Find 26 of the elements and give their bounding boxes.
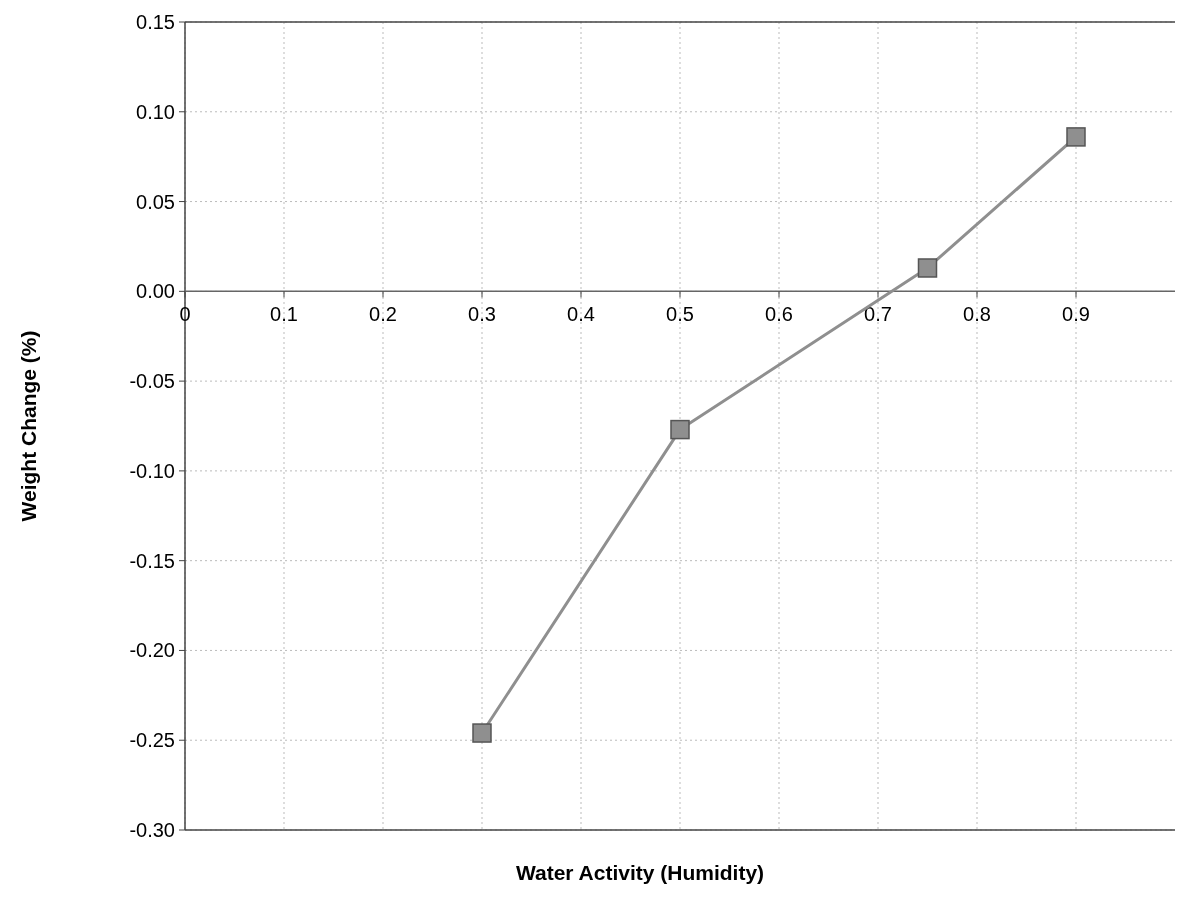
x-tick-label: 0.2 xyxy=(369,303,397,326)
y-tick-label: 0.15 xyxy=(136,11,175,33)
y-tick-label: 0.10 xyxy=(136,100,175,123)
x-tick-label: 0.9 xyxy=(1062,303,1090,326)
y-tick-label: -0.15 xyxy=(129,549,175,572)
x-tick-label: 0.8 xyxy=(963,303,991,326)
point xyxy=(472,723,492,743)
y-tick-label: 0.05 xyxy=(136,190,175,213)
x-tick-label: 0.1 xyxy=(270,303,298,326)
x-tick-label: 0.3 xyxy=(468,303,496,326)
y-tick-label: -0.30 xyxy=(129,819,175,841)
x-axis-title: Water Activity (Humidity) xyxy=(515,861,765,884)
y-tick-label: 0.00 xyxy=(136,280,175,303)
x-tick-label: 0.4 xyxy=(567,303,595,326)
point xyxy=(1066,127,1086,147)
y-tick-label: -0.10 xyxy=(129,459,175,482)
y-tick-label: -0.20 xyxy=(129,639,175,662)
point xyxy=(917,258,938,278)
point xyxy=(670,419,690,440)
x-tick-label: 0 xyxy=(179,303,191,326)
x-tick-label: 0.6 xyxy=(765,303,793,326)
y-axis-title: Weight Change (%) xyxy=(17,330,40,522)
y-tick-label: -0.25 xyxy=(129,729,175,752)
x-tick-label: 0.7 xyxy=(864,303,892,326)
y-tick-label: -0.05 xyxy=(129,370,175,393)
x-tick-label: 0.5 xyxy=(666,303,694,326)
